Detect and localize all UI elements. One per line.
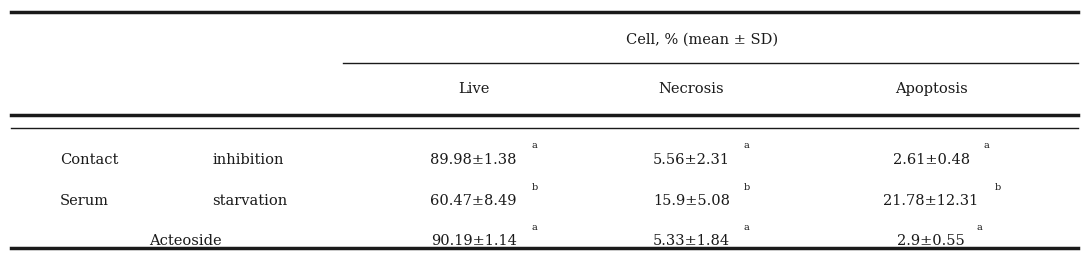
- Text: b: b: [994, 183, 1001, 191]
- Text: 5.33±1.84: 5.33±1.84: [653, 234, 730, 248]
- Text: Apoptosis: Apoptosis: [895, 82, 967, 96]
- Text: Serum: Serum: [60, 194, 109, 208]
- Text: 2.61±0.48: 2.61±0.48: [893, 153, 969, 167]
- Text: inhibition: inhibition: [212, 153, 284, 167]
- Text: a: a: [744, 141, 749, 150]
- Text: b: b: [744, 183, 749, 191]
- Text: 90.19±1.14: 90.19±1.14: [431, 234, 516, 248]
- Text: a: a: [983, 141, 989, 150]
- Text: Live: Live: [458, 82, 489, 96]
- Text: Contact: Contact: [60, 153, 119, 167]
- Text: 15.9±5.08: 15.9±5.08: [653, 194, 730, 208]
- Text: Necrosis: Necrosis: [659, 82, 724, 96]
- Text: 21.78±12.31: 21.78±12.31: [883, 194, 979, 208]
- Text: 2.9±0.55: 2.9±0.55: [897, 234, 965, 248]
- Text: b: b: [531, 183, 538, 191]
- Text: 89.98±1.38: 89.98±1.38: [430, 153, 517, 167]
- Text: a: a: [977, 223, 982, 231]
- Text: a: a: [531, 223, 537, 231]
- Text: Acteoside: Acteoside: [149, 234, 221, 248]
- Text: starvation: starvation: [212, 194, 287, 208]
- Text: a: a: [744, 223, 749, 231]
- Text: 60.47±8.49: 60.47±8.49: [430, 194, 517, 208]
- Text: a: a: [531, 141, 538, 150]
- Text: Cell, % (mean ± SD): Cell, % (mean ± SD): [626, 33, 779, 47]
- Text: 5.56±2.31: 5.56±2.31: [653, 153, 730, 167]
